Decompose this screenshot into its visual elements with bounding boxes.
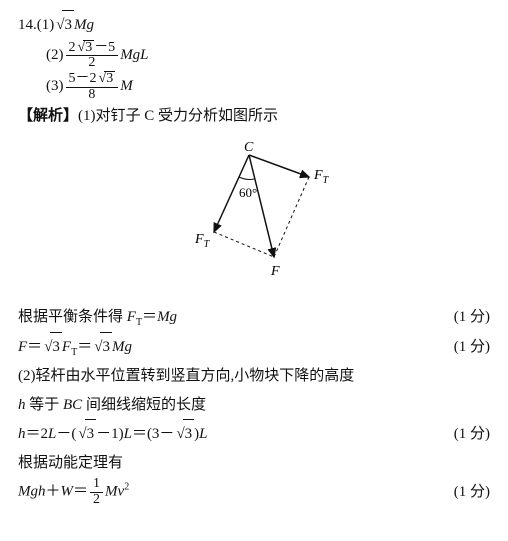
a2-label: (2) [46, 47, 64, 63]
analysis-line1: 【解析】(1)对钉子 C 受力分析如图所示 [18, 102, 490, 131]
analysis-label: 【解析】 [18, 108, 78, 124]
a1-tail: Mg [74, 17, 94, 33]
answer-3: (3) 5－23 8 M [18, 71, 490, 102]
eq1-score: (1 分) [442, 303, 490, 332]
eq1: 根据平衡条件得 FT＝Mg (1 分) [18, 303, 490, 332]
problem-number: 14. [18, 17, 37, 33]
vector-f [249, 155, 274, 257]
a3-frac: 5－23 8 [66, 71, 119, 102]
label-angle: 60° [239, 185, 257, 200]
eq2: F＝3FT＝3Mg (1 分) [18, 332, 490, 362]
eq4-score: (1 分) [442, 478, 490, 507]
label-ft-left: FT [194, 232, 211, 250]
eq4: Mgh＋W＝12Mv2 (1 分) [18, 477, 490, 507]
eq2-score: (1 分) [442, 333, 490, 362]
eq2-body: F＝3FT＝3Mg [18, 332, 132, 362]
a3-tail: M [120, 78, 133, 94]
a2-den: 2 [66, 56, 119, 71]
answer-1: 14.(1)3Mg [18, 10, 490, 40]
eq3-body: h＝2L－(3－1)L＝(3－3)L [18, 419, 208, 449]
a3-num: 5－23 [66, 71, 119, 88]
a3-den: 8 [66, 88, 119, 103]
a1-label: (1) [37, 17, 55, 33]
a2-frac: 23－5 2 [66, 40, 119, 71]
eq3: h＝2L－(3－1)L＝(3－3)L (1 分) [18, 419, 490, 449]
a2-num: 23－5 [66, 40, 119, 57]
line4: 根据动能定理有 [18, 449, 490, 478]
force-diagram: C 60° FT FT F [18, 137, 490, 298]
dash-right [274, 177, 309, 257]
label-ft-right: FT [313, 168, 330, 186]
a1-sqrt: 3 [54, 10, 74, 40]
dash-left [214, 232, 274, 257]
label-f: F [270, 264, 280, 279]
line3b: h 等于 BC 间细线缩短的长度 [18, 391, 490, 420]
answer-2: (2) 23－5 2 MgL [18, 40, 490, 71]
eq1-body: 根据平衡条件得 FT＝Mg [18, 303, 177, 332]
a3-label: (3) [46, 78, 64, 94]
eq3-score: (1 分) [442, 420, 490, 449]
line1: (1)对钉子 C 受力分析如图所示 [78, 108, 278, 124]
eq4-body: Mgh＋W＝12Mv2 [18, 477, 129, 507]
diagram-svg: C 60° FT FT F [159, 137, 349, 287]
vector-ft-right [249, 155, 309, 177]
a2-tail: MgL [120, 47, 148, 63]
label-C: C [244, 140, 254, 155]
angle-arc [239, 177, 254, 179]
solution-page: 14.(1)3Mg (2) 23－5 2 MgL (3) 5－23 8 M 【解… [0, 0, 508, 526]
line3a: (2)轻杆由水平位置转到竖直方向,小物块下降的高度 [18, 362, 490, 391]
